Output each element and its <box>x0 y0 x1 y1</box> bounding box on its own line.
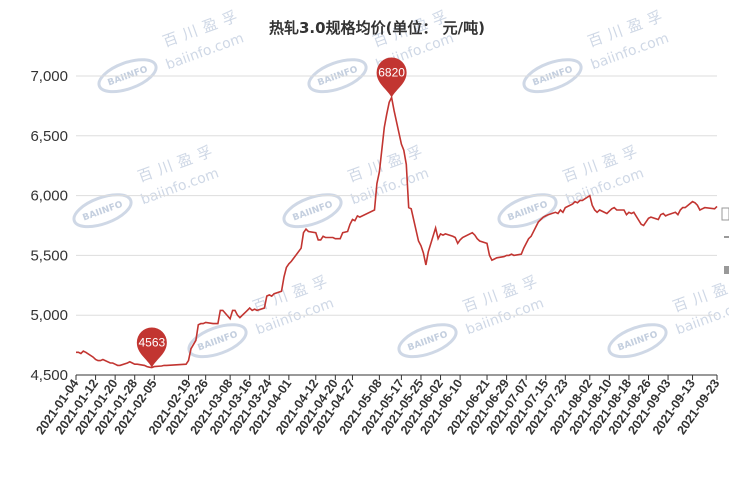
pin-shape <box>136 327 167 368</box>
value-pin: 6820 <box>376 57 407 98</box>
y-tick-label: 5,500 <box>30 247 68 264</box>
extreme-value-markers: 4563 6820 <box>136 57 407 368</box>
y-tick-label: 6,000 <box>30 188 68 205</box>
watermark-logo-ring <box>72 193 133 229</box>
watermark-logo-ring <box>187 323 248 359</box>
y-axis-ticks: 4,500 5,000 5,500 6,000 6,500 7,000 <box>30 68 68 384</box>
y-tick-label: 4,500 <box>30 367 68 384</box>
y-tick-label: 5,000 <box>30 307 68 324</box>
y-tick-label: 6,500 <box>30 128 68 145</box>
legend-stub-box <box>721 207 729 221</box>
watermark-logo-ring <box>522 58 583 94</box>
chart-title: 热轧3.0规格均价(单位： 元/吨) <box>269 19 485 37</box>
watermark-logo-ring <box>307 58 368 94</box>
watermark-logo-ring <box>607 323 668 359</box>
legend-clipped <box>721 207 729 274</box>
legend-stub-mark <box>724 236 729 238</box>
x-axis-ticks: 2021-01-042021-01-122021-01-202021-01-28… <box>33 375 722 437</box>
watermark-logo-ring <box>282 193 343 229</box>
pin-label: 4563 <box>138 335 165 349</box>
watermark-logo-ring <box>397 323 458 359</box>
legend-stub-mark <box>724 266 729 274</box>
watermark-logo-ring <box>97 58 158 94</box>
price-line <box>76 95 718 369</box>
pin-shape <box>376 57 407 98</box>
y-tick-label: 7,000 <box>30 68 68 85</box>
pin-label: 6820 <box>378 66 405 80</box>
watermark-logo-ring <box>497 193 558 229</box>
value-pin: 4563 <box>136 327 167 368</box>
